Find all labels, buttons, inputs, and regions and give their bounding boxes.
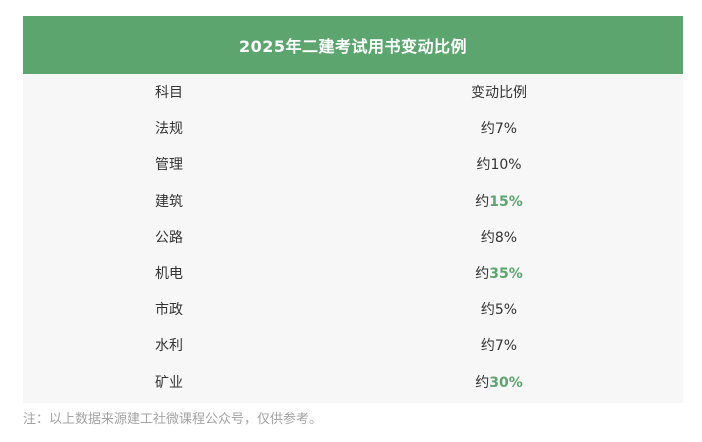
subject-cell: 建筑 [155,193,183,210]
table-row: 市政 约5% [23,291,683,327]
ratio-cell: 约5% [315,299,683,319]
ratio-cell: 约15% [315,191,683,211]
ratio-value-highlight: 35% [489,266,523,283]
subject-cell: 机电 [155,266,183,283]
ratio-value: 7% [494,338,518,355]
change-ratio-table: 2025年二建考试用书变动比例 科目 变动比例 法规 约7% 管理 约10% 建… [23,16,683,403]
ratio-cell: 约10% [315,154,683,174]
table-row: 水利 约7% [23,327,683,363]
table-header-row: 科目 变动比例 [23,74,683,110]
table-title: 2025年二建考试用书变动比例 [23,16,683,74]
subject-cell: 法规 [155,121,183,138]
subject-cell: 公路 [155,229,183,246]
source-note: 注：以上数据来源建工社微课程公众号，仅供参考。 [23,412,323,427]
ratio-cell: 约8% [315,227,683,247]
subject-cell: 水利 [155,338,183,355]
column-header-subject: 科目 [155,85,183,102]
ratio-prefix: 约 [480,121,495,138]
ratio-prefix: 约 [480,338,495,355]
ratio-cell: 约35% [315,263,683,283]
table-row: 管理 约10% [23,146,683,182]
subject-cell: 市政 [155,302,183,319]
ratio-value: 7% [494,121,518,138]
ratio-prefix: 约 [476,157,491,174]
column-header-ratio: 变动比例 [471,85,527,102]
ratio-prefix: 约 [480,302,495,319]
table-body: 科目 变动比例 法规 约7% 管理 约10% 建筑 约15% 公路 约8% 机电… [23,74,683,400]
ratio-prefix: 约 [475,193,490,210]
table-row: 矿业 约30% [23,364,683,400]
subject-cell: 管理 [155,157,183,174]
table-row: 机电 约35% [23,255,683,291]
ratio-cell: 约30% [315,372,683,392]
ratio-cell: 约7% [315,335,683,355]
ratio-value: 8% [494,229,518,246]
table-row: 法规 约7% [23,110,683,146]
table-row: 建筑 约15% [23,183,683,219]
ratio-prefix: 约 [475,266,490,283]
ratio-value-highlight: 15% [489,193,523,210]
subject-cell: 矿业 [155,374,183,391]
ratio-value: 5% [494,302,518,319]
table-row: 公路 约8% [23,219,683,255]
ratio-prefix: 约 [480,229,495,246]
ratio-value: 10% [490,157,522,174]
ratio-value-highlight: 30% [489,374,523,391]
ratio-prefix: 约 [475,374,490,391]
ratio-cell: 约7% [315,118,683,138]
